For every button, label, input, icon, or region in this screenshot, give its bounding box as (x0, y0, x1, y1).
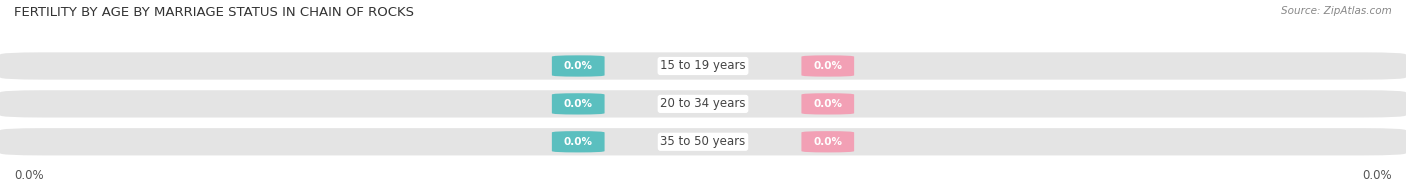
Text: 0.0%: 0.0% (14, 169, 44, 181)
Text: 20 to 34 years: 20 to 34 years (661, 97, 745, 110)
FancyBboxPatch shape (0, 90, 1406, 118)
Text: 0.0%: 0.0% (564, 137, 593, 147)
FancyBboxPatch shape (801, 93, 855, 114)
Text: 0.0%: 0.0% (813, 137, 842, 147)
Text: 0.0%: 0.0% (564, 61, 593, 71)
FancyBboxPatch shape (551, 131, 605, 152)
FancyBboxPatch shape (801, 131, 855, 152)
FancyBboxPatch shape (0, 128, 1406, 155)
FancyBboxPatch shape (0, 52, 1406, 80)
FancyBboxPatch shape (801, 55, 855, 77)
Text: 35 to 50 years: 35 to 50 years (661, 135, 745, 148)
Text: Source: ZipAtlas.com: Source: ZipAtlas.com (1281, 6, 1392, 16)
Text: 0.0%: 0.0% (813, 99, 842, 109)
Text: 0.0%: 0.0% (564, 99, 593, 109)
Text: 0.0%: 0.0% (1362, 169, 1392, 181)
Text: FERTILITY BY AGE BY MARRIAGE STATUS IN CHAIN OF ROCKS: FERTILITY BY AGE BY MARRIAGE STATUS IN C… (14, 6, 413, 19)
FancyBboxPatch shape (551, 55, 605, 77)
Text: 15 to 19 years: 15 to 19 years (661, 60, 745, 73)
Text: 0.0%: 0.0% (813, 61, 842, 71)
FancyBboxPatch shape (551, 93, 605, 114)
